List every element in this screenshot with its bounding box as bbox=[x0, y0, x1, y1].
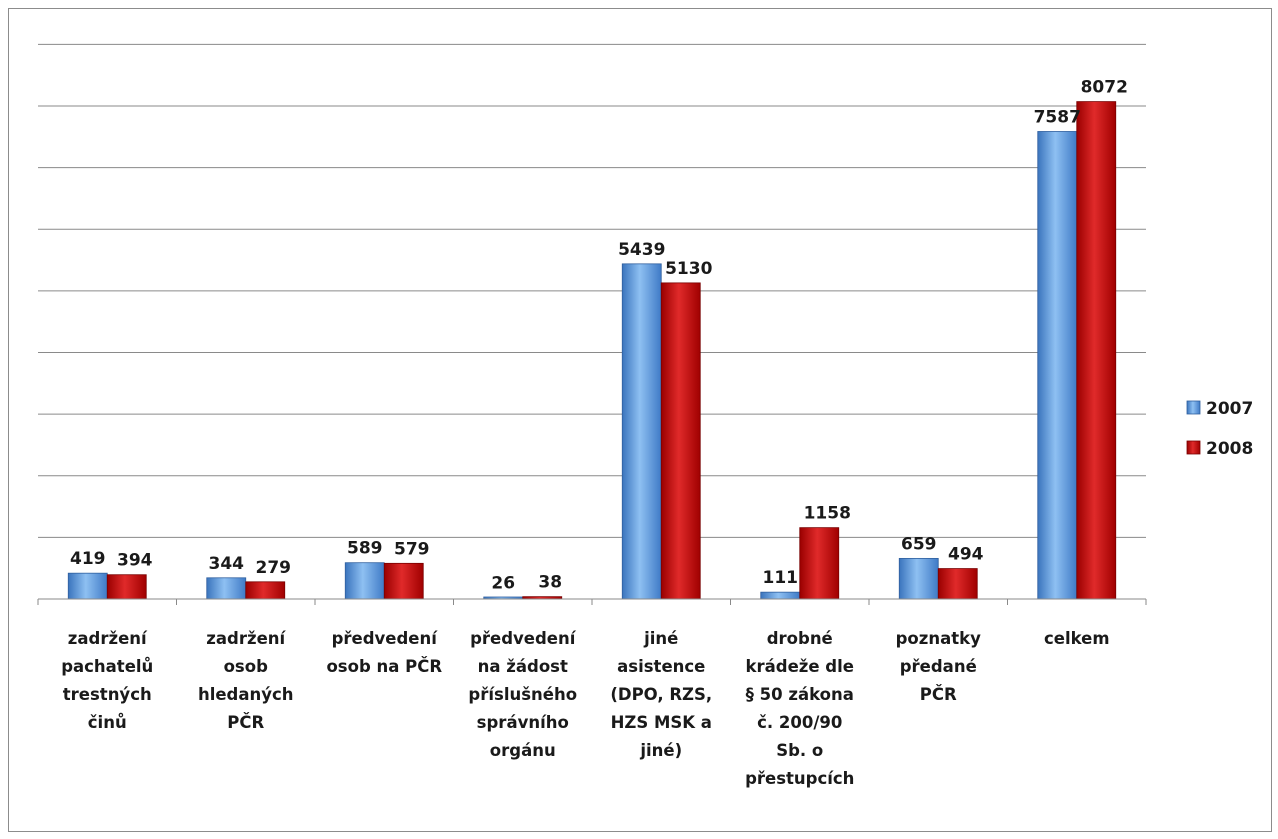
data-label-2007-1: 344 bbox=[209, 554, 245, 574]
data-label-2007-4: 5439 bbox=[618, 240, 665, 260]
bar-2007-0 bbox=[67, 572, 108, 600]
category-label: předvedení osob na PČR bbox=[326, 629, 442, 676]
category-label-line: HZS MSK a bbox=[611, 713, 712, 732]
category-label: předvedení na žádost příslušného správního o… bbox=[468, 629, 577, 760]
legend-label-2007: 2007 bbox=[1206, 399, 1253, 419]
data-label-2007-2: 589 bbox=[347, 539, 383, 559]
category-label-line: osob na PČR bbox=[326, 657, 442, 676]
category-label-line: krádeže dle bbox=[746, 657, 854, 676]
category-label-line: § 50 zákona bbox=[746, 685, 854, 704]
data-label-2007-7: 7587 bbox=[1034, 107, 1081, 127]
category-label-line: osob bbox=[224, 657, 268, 676]
category-label: celkem bbox=[1044, 629, 1110, 648]
category-label-line: jiné) bbox=[639, 741, 682, 760]
category-label-line: Sb. o bbox=[776, 741, 823, 760]
data-label-2008-7: 8072 bbox=[1081, 78, 1128, 98]
category-label-line: PČR bbox=[227, 713, 264, 732]
data-labels: 419 344 589 26 5439 111 659 7587 394 279 579 38 5130… bbox=[70, 78, 1128, 594]
category-label-line: zadržení bbox=[68, 629, 148, 648]
data-label-2008-6: 494 bbox=[948, 545, 984, 565]
data-label-2007-6: 659 bbox=[901, 534, 937, 554]
bar-2008-1 bbox=[245, 581, 286, 600]
category-label: drobné krádeže dle § 50 zákona č. 200/90 Sb.… bbox=[745, 629, 854, 788]
category-label-line: hledaných bbox=[198, 685, 294, 704]
category-label-line: trestných bbox=[63, 685, 152, 704]
data-label-2008-2: 579 bbox=[394, 539, 430, 559]
category-label-line: celkem bbox=[1044, 629, 1110, 648]
category-label-line: správního bbox=[477, 713, 569, 732]
data-label-2008-4: 5130 bbox=[665, 259, 712, 279]
gridlines bbox=[38, 43, 1146, 538]
bar-2008-4 bbox=[660, 282, 701, 600]
bar-2008-2 bbox=[383, 562, 424, 600]
category-label-line: předvedení bbox=[332, 629, 439, 648]
category-label-line: PČR bbox=[920, 685, 957, 704]
category-label-line: předvedení bbox=[470, 629, 577, 648]
category-label-line: č. 200/90 bbox=[757, 713, 842, 732]
data-label-2007-0: 419 bbox=[70, 549, 106, 569]
category-label-line: jiné bbox=[643, 629, 678, 648]
legend-label-2008: 2008 bbox=[1206, 439, 1253, 459]
category-label-line: na žádost bbox=[478, 657, 568, 676]
category-label-line: příslušného bbox=[468, 685, 577, 704]
bar-2008-0 bbox=[106, 574, 147, 600]
category-label-line: pachatelů bbox=[61, 657, 153, 676]
data-label-2008-3: 38 bbox=[538, 573, 562, 593]
category-label-line: poznatky bbox=[896, 629, 981, 648]
data-label-2008-1: 279 bbox=[256, 558, 292, 578]
data-label-2007-5: 111 bbox=[763, 568, 799, 588]
category-label-line: (DPO, RZS, bbox=[610, 685, 712, 704]
bar-2008-7 bbox=[1076, 101, 1117, 600]
legend: 2007 2008 bbox=[1186, 399, 1253, 459]
bar-2008-6 bbox=[937, 568, 978, 600]
data-label-2007-3: 26 bbox=[491, 573, 515, 593]
data-label-2008-5: 1158 bbox=[804, 504, 851, 524]
legend-swatch-2008 bbox=[1186, 440, 1201, 455]
category-label-line: drobné bbox=[767, 629, 833, 648]
category-label-line: přestupcích bbox=[745, 769, 854, 788]
category-label: jiné asistence (DPO, RZS, HZS MSK a jiné) bbox=[610, 629, 712, 760]
bar-2007-7 bbox=[1037, 131, 1078, 600]
bar-2008-5 bbox=[799, 527, 840, 600]
bars bbox=[67, 101, 1117, 600]
bar-2007-5 bbox=[760, 591, 801, 600]
legend-swatch-2007 bbox=[1186, 400, 1201, 415]
bar-2007-1 bbox=[206, 577, 247, 600]
bar-2007-4 bbox=[621, 263, 662, 600]
category-label-line: činů bbox=[88, 713, 127, 732]
data-label-2008-0: 394 bbox=[117, 551, 153, 571]
category-label-line: asistence bbox=[617, 657, 705, 676]
category-label: poznatky předané PČR bbox=[896, 629, 981, 704]
bar-2007-6 bbox=[898, 557, 939, 600]
x-axis bbox=[37, 598, 1147, 605]
category-label-line: předané bbox=[900, 657, 977, 676]
category-label: zadržení pachatelů trestných činů bbox=[61, 629, 153, 732]
category-label-line: zadržení bbox=[206, 629, 286, 648]
category-label-line: orgánu bbox=[490, 741, 556, 760]
bar-2007-2 bbox=[344, 562, 385, 600]
category-label: zadržení osob hledaných PČR bbox=[198, 629, 294, 732]
category-labels: zadržení pachatelů trestných činů zadržení os… bbox=[61, 629, 1109, 788]
